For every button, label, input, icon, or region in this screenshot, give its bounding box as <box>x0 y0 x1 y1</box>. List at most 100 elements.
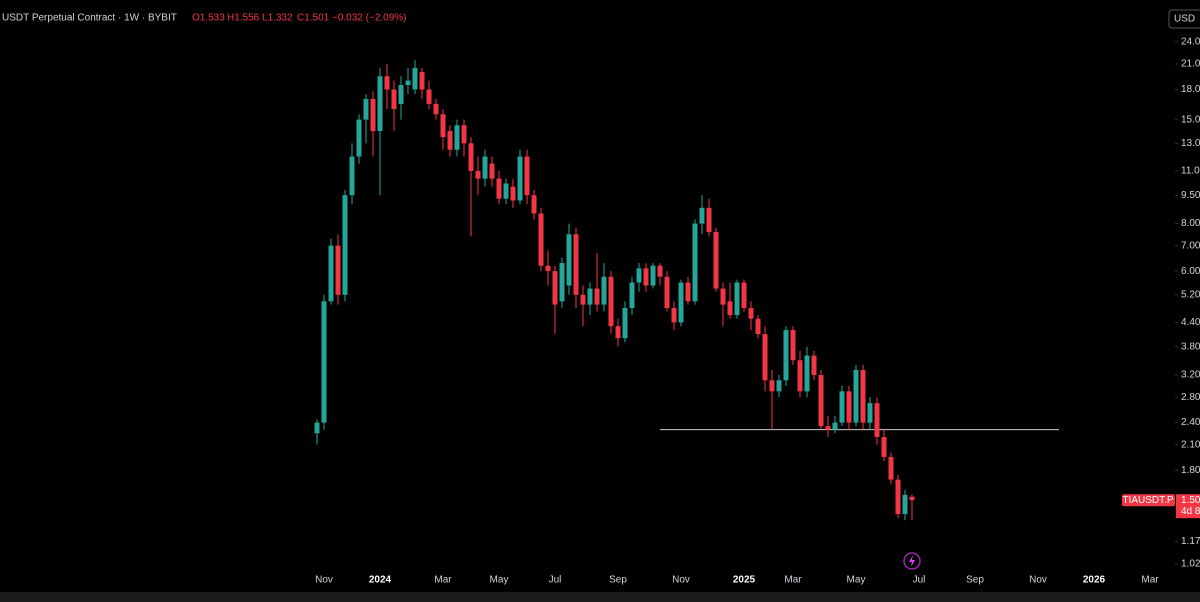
candle-body <box>335 245 341 295</box>
candle-body <box>867 403 873 423</box>
candle-body <box>531 195 537 214</box>
candle-body <box>573 234 579 295</box>
x-tick-label: May <box>847 575 866 586</box>
candle-body <box>825 426 831 430</box>
candle-body <box>356 119 362 157</box>
candle-body <box>853 369 859 423</box>
candle-body <box>447 131 453 150</box>
y-tick-label: 13.0 <box>1181 138 1200 149</box>
candle-body <box>811 355 817 376</box>
y-tick-label: 1.02 <box>1181 559 1200 570</box>
y-tick-label: 15.0 <box>1181 114 1200 125</box>
candle-body <box>489 163 495 179</box>
candle-body <box>664 276 670 309</box>
alert-icon[interactable] <box>903 552 921 570</box>
candle-body <box>370 98 376 132</box>
candle-body <box>342 195 348 295</box>
candle-body <box>755 318 761 335</box>
x-tick-label: 2024 <box>369 575 392 586</box>
candle-body <box>874 403 880 437</box>
candle-body <box>636 268 642 283</box>
candle-body <box>839 391 845 423</box>
candle-body <box>580 294 586 305</box>
candle-body <box>475 170 481 179</box>
candle-body <box>685 282 691 302</box>
candle-body <box>412 68 418 90</box>
currency-label[interactable]: USD <box>1174 14 1195 25</box>
price-value: 1.50 <box>1181 495 1200 506</box>
candle-body <box>524 156 530 196</box>
candle-body <box>797 360 803 392</box>
x-tick-label: Mar <box>1141 575 1159 586</box>
candle-body <box>741 282 747 309</box>
x-tick-label: Nov <box>672 575 690 586</box>
candle-body <box>629 282 635 309</box>
ohlc-high: H1.556 <box>227 13 260 24</box>
y-tick-label: 3.80 <box>1181 341 1200 352</box>
candle-body <box>405 80 411 85</box>
y-tick-label: 21.0 <box>1181 59 1200 70</box>
candle-body <box>433 103 439 115</box>
y-tick-label: 2.40 <box>1181 417 1200 428</box>
candle-body <box>559 263 565 302</box>
candle-body <box>769 380 775 392</box>
candle-body <box>321 301 327 423</box>
x-tick-label: Nov <box>315 575 333 586</box>
header-description: USDT Perpetual Contract · 1W · BYBIT <box>2 13 177 24</box>
candle-body <box>643 268 649 286</box>
y-tick-label: 2.80 <box>1181 392 1200 403</box>
footer-strip <box>0 592 1200 602</box>
candle-body <box>706 207 712 233</box>
candle-body <box>748 308 754 319</box>
ohlc-open: O1.533 <box>192 13 225 24</box>
y-tick-label: 6.00 <box>1181 266 1200 277</box>
candle-body <box>545 265 551 272</box>
candle-body <box>454 125 460 150</box>
candle-body <box>419 72 425 90</box>
candle-body <box>832 422 838 430</box>
candle-body <box>783 330 789 381</box>
candle-body <box>552 271 558 305</box>
y-tick-label: 7.00 <box>1181 240 1200 251</box>
price-box <box>1176 494 1200 519</box>
candle-body <box>384 76 390 90</box>
candle-body <box>776 380 782 392</box>
x-tick-label: 2025 <box>733 575 756 586</box>
candle-body <box>860 369 866 423</box>
candle-body <box>377 76 383 132</box>
candle-body <box>349 156 355 196</box>
candle-body <box>608 276 614 327</box>
candle-body <box>503 183 509 199</box>
candle-body <box>587 288 593 305</box>
candle-body <box>671 308 677 323</box>
candle-body <box>622 308 628 339</box>
ohlc-close: C1.501 <box>297 13 330 24</box>
candle-body <box>888 456 894 480</box>
candle-body <box>678 282 684 323</box>
candle-body <box>328 245 334 302</box>
candle-body <box>496 178 502 199</box>
y-tick-label: 2.10 <box>1181 439 1200 450</box>
y-tick-label: 5.20 <box>1181 289 1200 300</box>
alert-bolt <box>909 555 915 567</box>
x-tick-label: Sep <box>609 575 627 586</box>
currency-button[interactable] <box>1168 9 1200 29</box>
candle-body <box>692 223 698 302</box>
x-tick-label: Mar <box>434 575 452 586</box>
y-tick-label: 1.80 <box>1181 465 1200 476</box>
candle-body <box>909 496 915 501</box>
candle-body <box>762 334 768 381</box>
ohlc-low: L1.332 <box>262 13 293 24</box>
candle-body <box>461 125 467 144</box>
candle-body <box>895 479 901 515</box>
candle-body <box>713 232 719 289</box>
y-tick-label: 24.0 <box>1181 37 1200 48</box>
candle-body <box>517 156 523 201</box>
candle-body <box>363 98 369 120</box>
candle-body <box>699 207 705 224</box>
candle-body <box>440 114 446 138</box>
candle-body <box>615 326 621 339</box>
y-tick-label: 3.20 <box>1181 370 1200 381</box>
